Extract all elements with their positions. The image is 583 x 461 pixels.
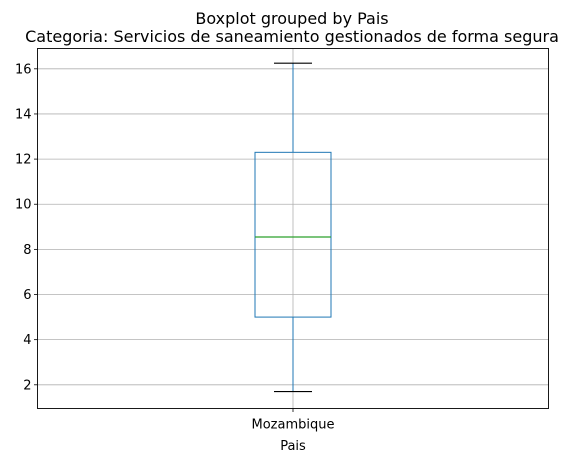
y-tick-label: 14 (15, 107, 32, 122)
box-series (254, 62, 332, 393)
y-tick-label: 4 (23, 333, 31, 348)
x-axis-label: Pais (280, 439, 306, 454)
y-tick-label: 16 (15, 62, 32, 77)
box-iqr (254, 151, 332, 318)
y-tick-label: 8 (23, 243, 31, 258)
y-tick-label: 2 (23, 378, 31, 393)
y-tick-label: 12 (15, 153, 32, 168)
y-tick-label: 10 (15, 198, 32, 213)
chart-title: Categoria: Servicios de saneamiento gest… (25, 27, 559, 46)
chart-suptitle: Boxplot grouped by Pais (195, 9, 388, 28)
x-tick-label: Mozambique (252, 418, 335, 433)
grid-lines (37, 48, 549, 409)
x-axis-ticks: Mozambique (252, 408, 335, 433)
y-tick-label: 6 (23, 288, 31, 303)
y-axis-ticks: 2 4 6 8 10 12 14 16 (15, 62, 38, 393)
plot-area-frame (37, 48, 549, 409)
